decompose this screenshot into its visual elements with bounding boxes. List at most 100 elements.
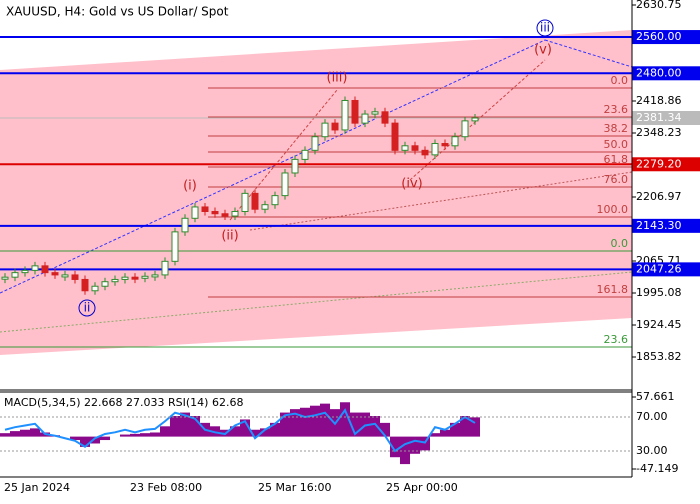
wave-label: ii [84, 301, 91, 315]
macd-bar [430, 433, 440, 437]
candle [361, 113, 369, 124]
candle [241, 192, 249, 212]
x-tick-label: 25 Mar 16:00 [258, 481, 331, 494]
candle [351, 99, 359, 124]
macd-bar [280, 412, 290, 437]
level-label: 2560.00 [636, 30, 682, 43]
y-tick-label: 1924.45 [636, 318, 682, 331]
fib-label: 76.0 [604, 173, 629, 186]
candle [301, 149, 309, 160]
candle [451, 136, 459, 147]
y-tick-label: 57.661 [636, 390, 675, 403]
wave-circle [78, 299, 96, 317]
wave-line [229, 89, 338, 221]
y-tick-label: 2348.23 [636, 126, 682, 139]
macd-bar [170, 416, 180, 437]
candle [71, 274, 79, 280]
candle [411, 145, 419, 151]
macd-bar [80, 436, 90, 447]
candle [191, 206, 199, 219]
fib-label: 100.0 [597, 203, 629, 216]
candle [1, 276, 9, 280]
macd-bar [260, 428, 270, 437]
macd-bar [380, 422, 390, 437]
chart-title: XAUUSD, H4: Gold vs US Dollar/ Spot [6, 5, 229, 19]
macd-bar [20, 429, 30, 437]
macd-bar [400, 436, 410, 465]
macd-bar [0, 433, 10, 437]
macd-bar [270, 422, 280, 437]
macd-bar [180, 412, 190, 437]
candle [371, 111, 379, 115]
x-tick-label: 25 Jan 2024 [4, 481, 70, 494]
y-tick-label: 1853.82 [636, 350, 682, 363]
macd-bar [450, 422, 460, 437]
trend-line [0, 271, 633, 333]
candle [221, 213, 229, 217]
candle [381, 111, 389, 124]
wave-circle [536, 19, 554, 37]
candle [161, 260, 169, 276]
candle [151, 274, 159, 278]
fib-label: 23.6 [604, 103, 629, 116]
wave-label: (iv) [401, 177, 422, 192]
macd-bar [10, 431, 20, 437]
macd-bar [350, 412, 360, 437]
candle [211, 210, 219, 215]
x-tick-label: 25 Apr 00:00 [386, 481, 458, 494]
candle [401, 145, 409, 151]
candle [121, 276, 129, 280]
macd-bar [230, 426, 240, 437]
wave-labels: (iii) (i) (ii) (iv) (v) iii ii [78, 19, 554, 317]
rsi-line [4, 408, 476, 453]
y-tick-label: 2630.75 [636, 0, 682, 11]
candle [91, 285, 99, 292]
fib-label: 0.0 [611, 237, 629, 250]
level-label: 2143.30 [636, 219, 682, 232]
candles [1, 96, 479, 295]
macd-bar [310, 405, 320, 437]
candle [291, 158, 299, 174]
candle [81, 278, 89, 292]
level-label: 2279.20 [636, 157, 682, 170]
wave-label: iii [540, 21, 550, 35]
macd-bar [320, 403, 330, 437]
level-box [632, 262, 700, 277]
macd-bar [340, 402, 350, 437]
y-tick-label: 70.00 [636, 410, 668, 423]
wave-line [544, 39, 633, 68]
y-tick-label: 1995.08 [636, 286, 682, 299]
macd-bar [240, 419, 250, 437]
candle [391, 122, 399, 151]
candle [431, 143, 439, 156]
candle [231, 210, 239, 217]
y-tick-label: -47.149 [636, 462, 678, 475]
level-box [632, 66, 700, 81]
macd-bar [90, 436, 100, 444]
macd-bar [300, 407, 310, 437]
candle [11, 272, 19, 278]
candle [341, 99, 349, 131]
candle [171, 231, 179, 262]
fib-label: 50.0 [604, 138, 629, 151]
candle [101, 281, 109, 287]
fib-label: 161.8 [597, 283, 629, 296]
macd-bar [70, 436, 80, 441]
macd-bar [410, 436, 420, 454]
wave-label: (iii) [327, 71, 348, 86]
candle [331, 122, 339, 131]
level-box [632, 218, 700, 233]
candle [471, 117, 479, 122]
candle [181, 217, 189, 233]
candle [41, 265, 49, 274]
candle [321, 122, 329, 138]
macd-bar [390, 436, 400, 458]
channel [0, 30, 632, 355]
fib-label: 23.6 [604, 333, 629, 346]
candle [311, 136, 319, 151]
levels: 2630.752418.862348.232206.972065.711995.… [0, 0, 700, 363]
macd-bar [290, 409, 300, 437]
macd-bar [440, 429, 450, 437]
candle [51, 272, 59, 276]
